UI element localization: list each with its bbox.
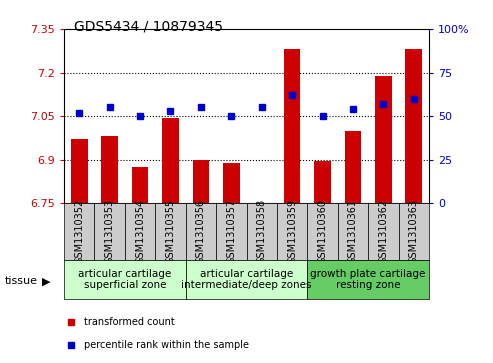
Bar — [71, 139, 88, 203]
Text: GSM1310358: GSM1310358 — [257, 199, 267, 264]
Bar — [223, 163, 240, 203]
Bar — [132, 167, 148, 203]
Text: articular cartilage
intermediate/deep zones: articular cartilage intermediate/deep zo… — [181, 269, 312, 290]
Bar — [155, 203, 186, 260]
Bar — [102, 136, 118, 203]
Text: GSM1310355: GSM1310355 — [166, 199, 176, 264]
Bar — [345, 131, 361, 203]
Bar — [64, 260, 186, 299]
Bar — [368, 203, 398, 260]
Text: percentile rank within the sample: percentile rank within the sample — [84, 340, 249, 350]
Bar — [125, 203, 155, 260]
Bar — [314, 161, 331, 203]
Text: GSM1310360: GSM1310360 — [317, 199, 327, 264]
Bar — [95, 203, 125, 260]
Bar — [186, 203, 216, 260]
Text: GSM1310352: GSM1310352 — [74, 199, 84, 264]
Bar — [193, 160, 209, 203]
Text: articular cartilage
superficial zone: articular cartilage superficial zone — [78, 269, 172, 290]
Text: GSM1310363: GSM1310363 — [409, 199, 419, 264]
Bar — [284, 49, 300, 203]
Bar — [398, 203, 429, 260]
Bar — [246, 203, 277, 260]
Text: GSM1310359: GSM1310359 — [287, 199, 297, 264]
Text: ▶: ▶ — [42, 276, 50, 286]
Bar — [375, 76, 391, 203]
Bar — [277, 203, 307, 260]
Text: GDS5434 / 10879345: GDS5434 / 10879345 — [74, 20, 223, 34]
Text: growth plate cartilage
resting zone: growth plate cartilage resting zone — [311, 269, 426, 290]
Text: GSM1310354: GSM1310354 — [135, 199, 145, 264]
Text: GSM1310362: GSM1310362 — [378, 199, 388, 264]
Text: GSM1310356: GSM1310356 — [196, 199, 206, 264]
Bar — [162, 118, 179, 203]
Bar — [338, 203, 368, 260]
Text: GSM1310357: GSM1310357 — [226, 199, 236, 264]
Bar — [405, 49, 422, 203]
Bar — [307, 203, 338, 260]
Bar — [64, 203, 95, 260]
Bar — [186, 260, 307, 299]
Text: tissue: tissue — [5, 276, 38, 286]
Text: transformed count: transformed count — [84, 317, 175, 327]
Text: GSM1310353: GSM1310353 — [105, 199, 115, 264]
Bar — [307, 260, 429, 299]
Bar — [216, 203, 246, 260]
Text: GSM1310361: GSM1310361 — [348, 199, 358, 264]
